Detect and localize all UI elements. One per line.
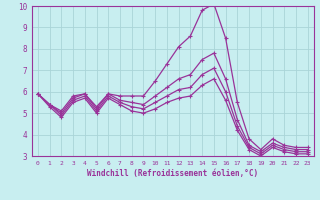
X-axis label: Windchill (Refroidissement éolien,°C): Windchill (Refroidissement éolien,°C)	[87, 169, 258, 178]
